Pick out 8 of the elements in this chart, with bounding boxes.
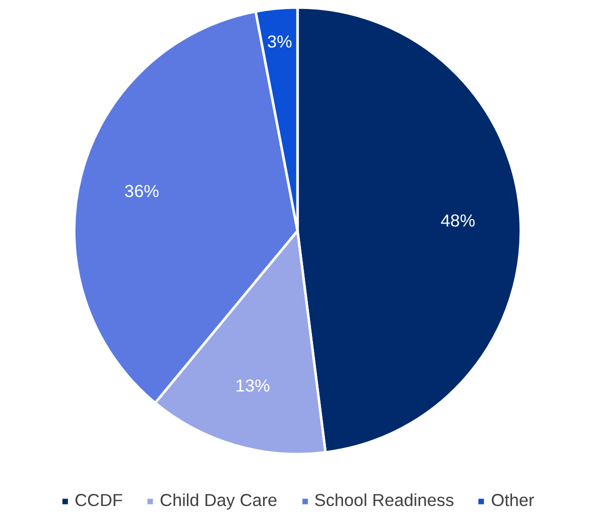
legend-label: CCDF [74, 490, 123, 511]
data-label: 36% [124, 180, 160, 201]
legend-label: Other [490, 490, 534, 511]
legend-label: Child Day Care [160, 490, 278, 511]
data-label: 48% [440, 210, 476, 231]
data-label: 3% [267, 32, 292, 52]
legend-label: School Readiness [314, 490, 454, 511]
data-label: 13% [235, 375, 270, 396]
